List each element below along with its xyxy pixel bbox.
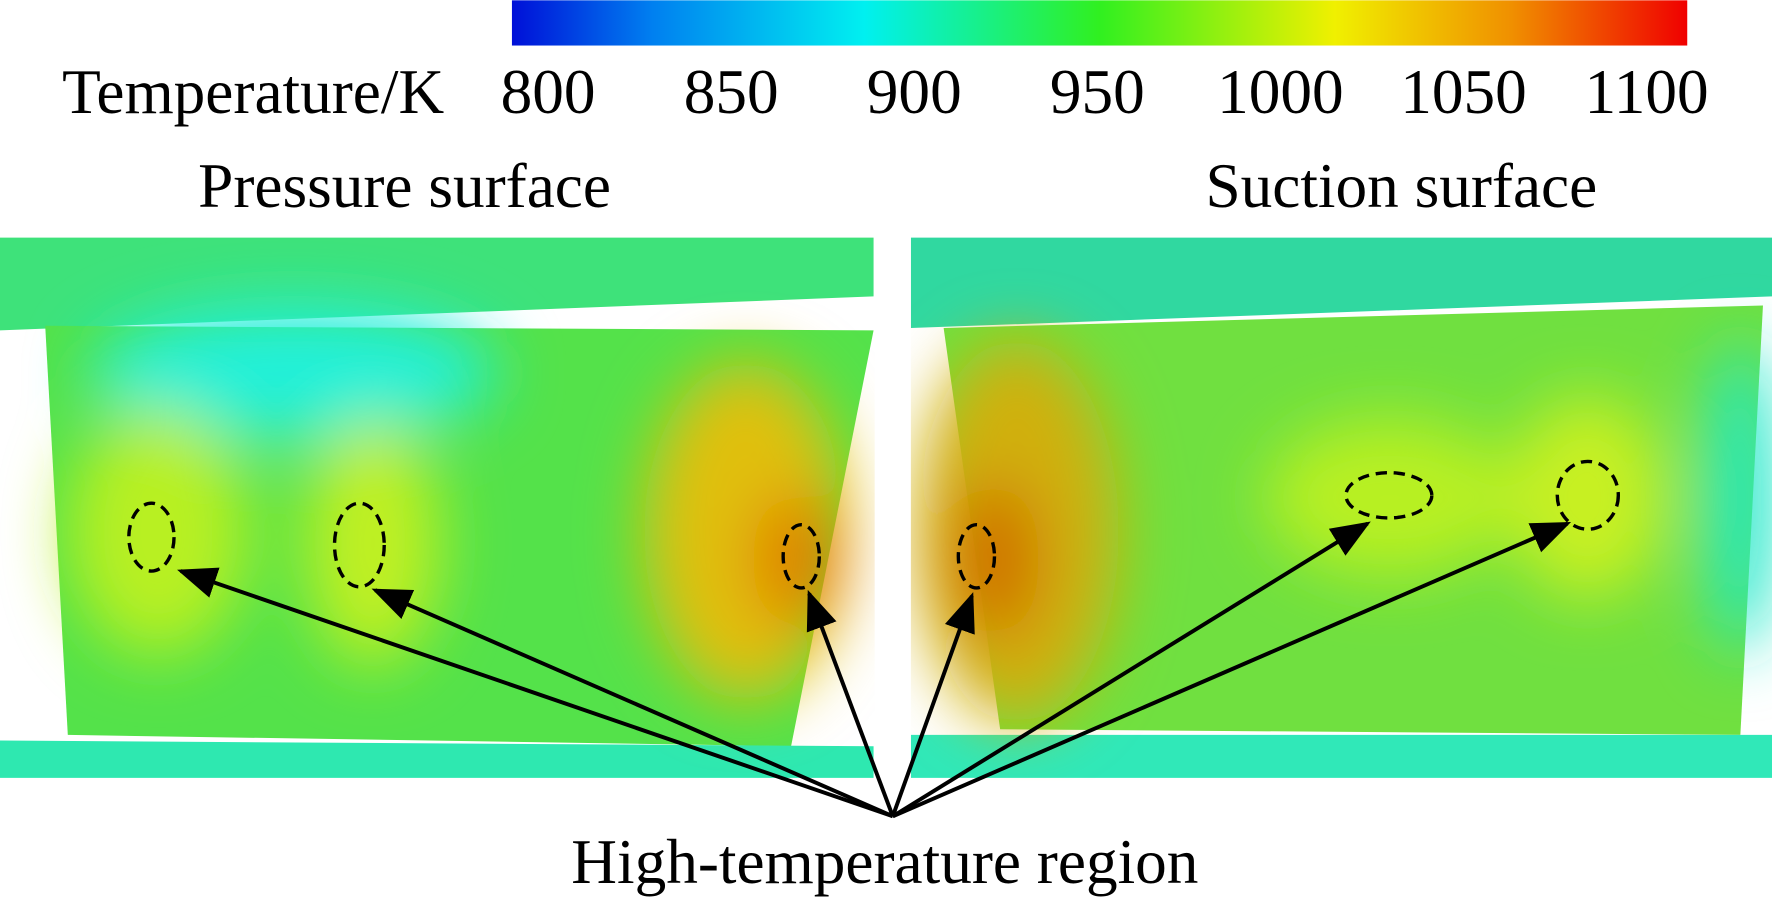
colorbar-tick-label: 900 [867, 57, 962, 127]
colorbar-label: Temperature/K [62, 57, 444, 127]
panel-title: Suction surface [1205, 151, 1597, 221]
colorbar-tick-label: 850 [684, 57, 779, 127]
panel-title: Pressure surface [198, 151, 611, 221]
colorbar-tick-label: 800 [501, 57, 596, 127]
hot-spot-markers [127, 459, 1621, 590]
colorbar-tick-label: 950 [1050, 57, 1145, 127]
colorbar [511, 0, 1688, 46]
colorbar-tick-label: 1050 [1400, 57, 1527, 127]
colorbar-ticks: 800 850 900 950 1000 1050 1100 [501, 57, 1709, 127]
annotation: High-temperature region [571, 827, 1198, 897]
pressure-surface-image [0, 237, 874, 778]
suction-surface-image [910, 237, 1772, 778]
colorbar-tick-label: 1000 [1217, 57, 1344, 127]
colorbar-tick-label: 1100 [1584, 57, 1708, 127]
annotation-arrows [177, 521, 1572, 819]
